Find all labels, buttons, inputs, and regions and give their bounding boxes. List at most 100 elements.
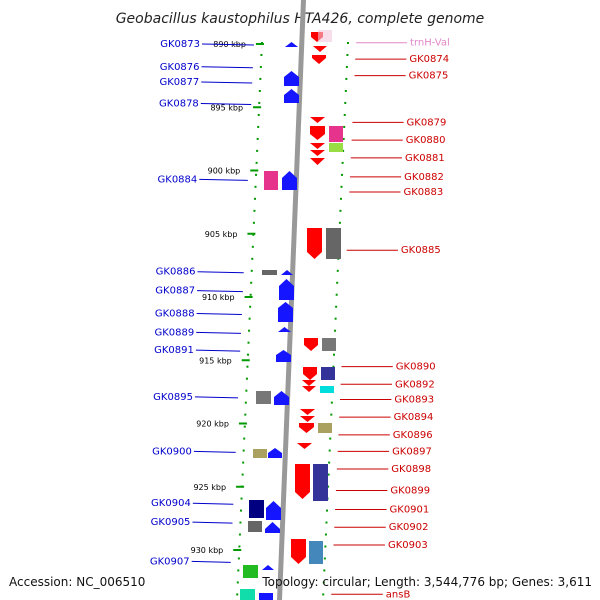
gene-block-pink: [318, 30, 332, 42]
gene-block-lime: [329, 143, 343, 152]
label-leader-line: [197, 271, 244, 274]
gene-arrow: [304, 338, 318, 351]
gene-label-gk0893[interactable]: GK0893: [394, 394, 434, 405]
ruler-label: 915 kbp: [199, 356, 232, 365]
gene-label-gk0907[interactable]: GK0907: [150, 556, 190, 567]
label-leader-line: [192, 502, 234, 505]
gene-arrow: [310, 158, 325, 165]
gene-arrow: [295, 464, 310, 499]
gene-label-gk0900[interactable]: GK0900: [152, 446, 192, 457]
gene-arrow: [278, 327, 291, 332]
ruler-ticks: [233, 43, 264, 551]
gene-label-gk0905[interactable]: GK0905: [151, 517, 191, 528]
gene-arrow: [285, 42, 298, 47]
gene-arrow: [265, 522, 280, 533]
ruler-label: 895 kbp: [210, 103, 243, 112]
gene-label-gk0877[interactable]: GK0877: [159, 77, 199, 88]
gene-label-gk0876[interactable]: GK0876: [160, 62, 200, 73]
gene-label-gk0882[interactable]: GK0882: [404, 172, 444, 183]
label-leader-line: [196, 331, 241, 334]
gene-block-khaki: [318, 423, 332, 433]
gene-label-trnh-val[interactable]: trnH-Val: [410, 38, 450, 49]
gene-arrow: [297, 443, 312, 449]
gene-arrow: [313, 46, 327, 52]
gene-block-teal: [240, 589, 255, 600]
gene-arrow: [310, 150, 325, 156]
label-leader-line: [191, 560, 231, 563]
gene-label-gk0873[interactable]: GK0873: [160, 39, 200, 50]
gene-label-gk0885[interactable]: GK0885: [401, 245, 441, 256]
gene-arrow: [268, 448, 282, 458]
gene-label-gk0880[interactable]: GK0880: [406, 135, 446, 146]
gene-arrow: [300, 416, 315, 422]
gene-label-gk0903[interactable]: GK0903: [388, 540, 428, 551]
gene-features: [240, 30, 343, 600]
label-leader-line: [196, 312, 242, 315]
gene-block-magenta: [329, 126, 343, 142]
gene-label-gk0904[interactable]: GK0904: [151, 498, 191, 509]
gene-label-gk0897[interactable]: GK0897: [392, 446, 432, 457]
gene-label-gk0902[interactable]: GK0902: [389, 522, 429, 533]
gene-arrow: [310, 143, 325, 149]
gene-label-gk0879[interactable]: GK0879: [407, 117, 447, 128]
gene-block-grey: [262, 270, 277, 275]
label-leader-line: [200, 102, 252, 105]
gene-label-gk0898[interactable]: GK0898: [391, 464, 431, 475]
gene-label-gk0888[interactable]: GK0888: [155, 308, 195, 319]
gene-block-green: [243, 565, 258, 578]
gene-arrow: [284, 89, 299, 103]
gene-label-gk0887[interactable]: GK0887: [155, 286, 195, 297]
gene-arrow: [302, 380, 316, 386]
gene-label-gk0894[interactable]: GK0894: [394, 412, 434, 423]
gene-block-blue: [259, 593, 273, 600]
gene-label-gk0892[interactable]: GK0892: [395, 379, 435, 390]
gene-label-gk0899[interactable]: GK0899: [390, 486, 430, 497]
gene-arrow: [284, 71, 299, 86]
label-leader-line: [199, 178, 248, 181]
label-leader-line: [192, 521, 233, 524]
label-leader-line: [197, 290, 243, 293]
ruler-label: 905 kbp: [205, 230, 238, 239]
ruler-label: 930 kbp: [191, 546, 224, 555]
gene-label-gk0886[interactable]: GK0886: [156, 267, 196, 278]
gene-label-gk0896[interactable]: GK0896: [393, 430, 433, 441]
label-leader-line: [201, 66, 253, 69]
gene-label-gk0875[interactable]: GK0875: [409, 71, 449, 82]
gene-label-gk0891[interactable]: GK0891: [154, 345, 194, 356]
gene-label-gk0884[interactable]: GK0884: [158, 174, 198, 185]
label-leader-line: [193, 450, 236, 453]
gene-block-grey: [248, 521, 262, 532]
gene-block-grey: [256, 391, 271, 404]
accession-text: Accession: NC_006510: [9, 575, 145, 589]
gene-label-gk0878[interactable]: GK0878: [159, 98, 199, 109]
gene-label-ansb[interactable]: ansB: [386, 589, 411, 600]
gene-block-khaki: [253, 449, 267, 458]
gene-arrow: [279, 279, 294, 300]
gene-arrow: [303, 367, 317, 380]
gene-label-gk0889[interactable]: GK0889: [154, 327, 194, 338]
gene-block-purple: [321, 367, 335, 380]
ruler-label: 900 kbp: [208, 167, 241, 176]
gene-label-gk0890[interactable]: GK0890: [396, 362, 436, 373]
label-leader-line: [194, 396, 239, 399]
label-leader-line: [195, 349, 241, 352]
gene-label-gk0901[interactable]: GK0901: [390, 505, 430, 516]
ruler-label: 910 kbp: [202, 293, 235, 302]
ruler-label: 925 kbp: [193, 483, 226, 492]
gene-label-gk0874[interactable]: GK0874: [409, 54, 449, 65]
gene-label-gk0883[interactable]: GK0883: [403, 187, 443, 198]
gene-arrow: [310, 126, 325, 140]
gene-arrow: [307, 228, 322, 259]
gene-arrow: [299, 423, 314, 433]
gene-arrow: [300, 409, 315, 415]
gene-arrow: [276, 350, 291, 362]
gene-arrow: [278, 302, 293, 322]
gene-arrow: [282, 171, 297, 190]
gene-label-gk0895[interactable]: GK0895: [153, 392, 193, 403]
gene-arrow: [291, 539, 306, 564]
gene-label-gk0881[interactable]: GK0881: [405, 153, 445, 164]
right-gene-labels: trnH-Val GK0874 GK0875 GK0879 GK0880 GK0881 GK…: [331, 38, 450, 600]
gene-arrow: [310, 117, 325, 123]
